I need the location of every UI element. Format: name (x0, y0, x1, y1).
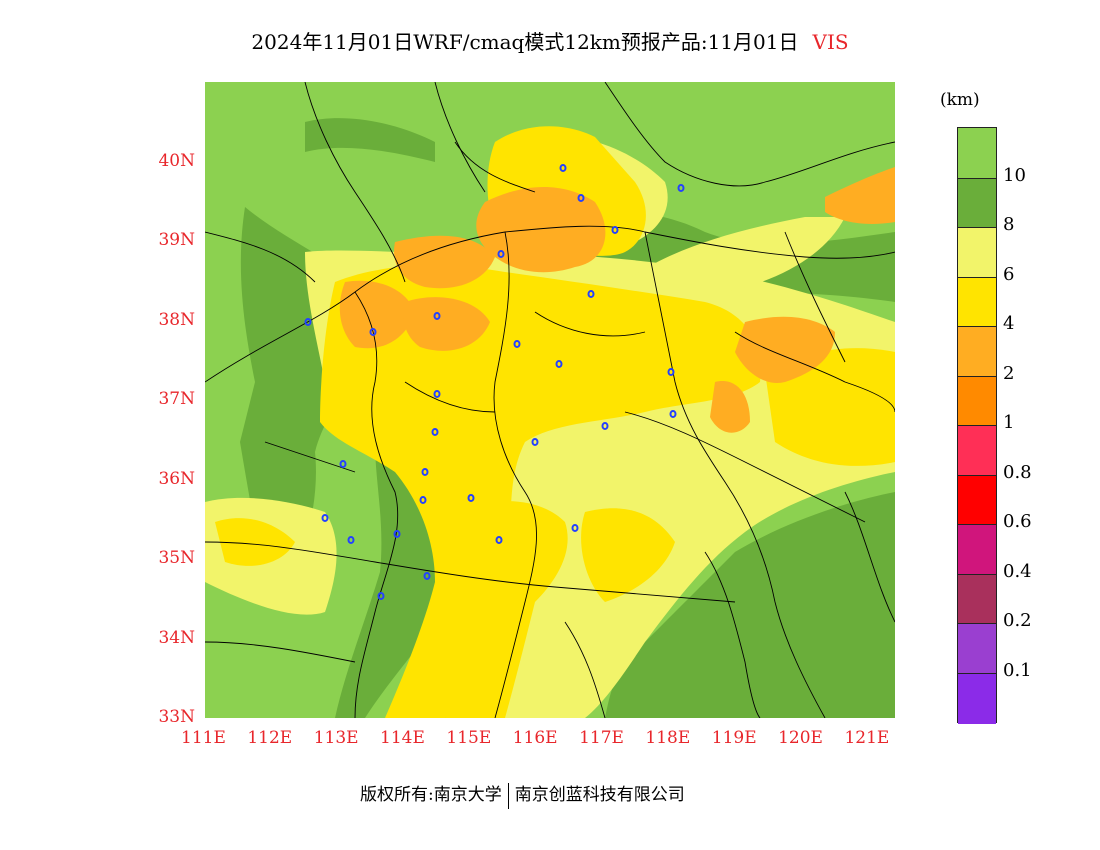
legend-tick-label: 0.2 (1003, 610, 1032, 631)
latitude-tick-label: 33N (158, 707, 195, 727)
city-marker (571, 524, 579, 532)
footer-left: 版权所有:南京大学 (360, 785, 502, 805)
city-marker (497, 250, 505, 258)
city-marker (531, 438, 539, 446)
latitude-tick-label: 34N (158, 627, 195, 648)
legend-tick-label: 6 (1003, 263, 1015, 285)
legend-tick-label: 0.1 (1003, 659, 1032, 681)
longitude-tick-label: 120E (778, 728, 823, 748)
legend-color-box (958, 573, 996, 625)
city-marker (347, 536, 355, 544)
legend-colorbar (957, 127, 997, 724)
legend-color-box (958, 227, 996, 278)
legend-tick-label: 1 (1003, 412, 1015, 433)
longitude-tick-label: 116E (512, 728, 558, 748)
legend-tick-label: 8 (1003, 214, 1015, 235)
legend-tick-label: 0.8 (1003, 461, 1032, 483)
city-marker (587, 290, 595, 298)
city-marker (433, 390, 441, 398)
city-marker (423, 572, 431, 580)
legend-color-box (958, 672, 996, 724)
legend-unit: (km) (940, 90, 980, 110)
title-text: 2024年11月01日WRF/cmaq模式12km预报产品:11月01日 (251, 30, 799, 54)
city-marker (377, 592, 385, 600)
longitude-tick-label: 119E (711, 728, 757, 748)
footer-right: 南京创蓝科技有限公司 (514, 785, 685, 805)
city-marker (421, 468, 429, 476)
longitude-tick-label: 118E (645, 728, 691, 748)
legend-color-box (958, 623, 996, 674)
latitude-tick-label: 36N (158, 468, 195, 489)
latitude-tick-label: 37N (158, 389, 195, 409)
legend-tick-label: 4 (1003, 313, 1015, 334)
city-marker (677, 184, 685, 192)
latitude-tick-label: 35N (158, 548, 195, 568)
longitude-tick-label: 121E (844, 728, 890, 748)
longitude-tick-label: 111E (181, 728, 226, 748)
city-marker (555, 360, 563, 368)
city-marker (601, 422, 609, 430)
city-marker (419, 496, 427, 504)
city-marker (393, 530, 401, 538)
latitude-tick-label: 38N (158, 309, 195, 330)
latitude-tick-label: 39N (158, 230, 195, 250)
city-marker (495, 536, 503, 544)
city-marker (513, 340, 521, 348)
legend-tick-label: 10 (1003, 164, 1026, 186)
city-marker (559, 164, 567, 172)
legend-color-box (958, 177, 996, 229)
city-marker (321, 514, 329, 522)
city-marker (433, 312, 441, 320)
city-marker (611, 226, 619, 234)
title-variable: VIS (812, 30, 849, 54)
latitude-tick-label: 40N (158, 150, 195, 171)
longitude-tick-label: 115E (446, 728, 492, 748)
city-marker (304, 318, 312, 326)
legend-tick-label: 0.4 (1003, 560, 1032, 582)
legend-color-box (958, 375, 996, 427)
footer-separator (507, 782, 509, 809)
longitude-tick-label: 114E (380, 728, 425, 748)
legend-color-box (958, 425, 996, 476)
city-marker (467, 494, 475, 502)
city-marker (577, 194, 585, 202)
chart-title: 2024年11月01日WRF/cmaq模式12km预报产品:11月01日 VIS (0, 26, 1100, 55)
city-marker (667, 368, 675, 376)
copyright-footer: 版权所有:南京大学 南京创蓝科技有限公司 (360, 780, 685, 809)
longitude-tick-label: 117E (579, 728, 624, 748)
visibility-map (205, 82, 895, 718)
city-marker (369, 328, 377, 336)
legend-color-box (958, 128, 996, 178)
longitude-tick-label: 112E (247, 728, 293, 748)
legend-tick-label: 2 (1003, 362, 1015, 384)
legend-color-box (958, 524, 996, 575)
legend-color-box (958, 276, 996, 328)
legend-color-box (958, 326, 996, 377)
city-marker (339, 460, 347, 468)
city-marker (669, 410, 677, 418)
city-marker (431, 428, 439, 436)
longitude-tick-label: 113E (313, 728, 359, 748)
province-borders (205, 82, 895, 718)
city-markers (304, 164, 685, 600)
map-svg (205, 82, 895, 718)
legend-tick-label: 0.6 (1003, 511, 1032, 532)
legend-color-box (958, 474, 996, 526)
